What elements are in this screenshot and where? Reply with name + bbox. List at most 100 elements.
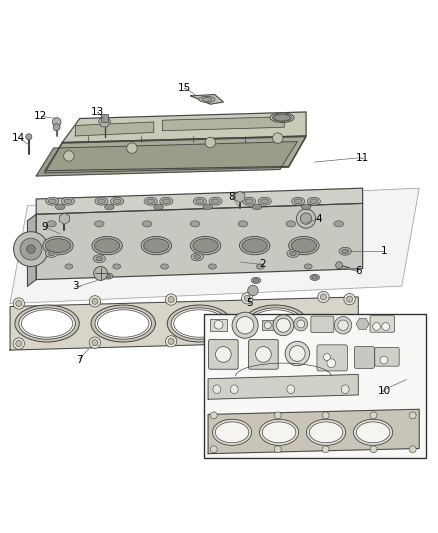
Circle shape [285, 341, 310, 366]
Bar [101, 114, 108, 122]
Ellipse shape [144, 197, 157, 205]
Circle shape [16, 301, 22, 306]
Ellipse shape [113, 264, 120, 269]
Polygon shape [36, 188, 363, 214]
Circle shape [242, 334, 253, 345]
Circle shape [276, 318, 290, 332]
Ellipse shape [98, 310, 149, 337]
FancyBboxPatch shape [354, 346, 374, 368]
Polygon shape [208, 375, 358, 399]
Ellipse shape [61, 197, 74, 205]
Ellipse shape [64, 199, 72, 204]
FancyBboxPatch shape [311, 316, 334, 333]
Ellipse shape [252, 204, 261, 209]
Circle shape [52, 118, 61, 126]
Ellipse shape [198, 96, 215, 102]
Text: 9: 9 [42, 222, 48, 232]
Ellipse shape [191, 253, 203, 261]
Ellipse shape [105, 204, 114, 209]
Polygon shape [75, 122, 154, 136]
Circle shape [214, 320, 223, 329]
Circle shape [409, 412, 416, 419]
Circle shape [248, 285, 258, 296]
Circle shape [297, 209, 316, 228]
Ellipse shape [247, 308, 304, 339]
Circle shape [210, 446, 217, 453]
Ellipse shape [46, 197, 59, 205]
Circle shape [346, 296, 353, 302]
Ellipse shape [215, 422, 249, 443]
Ellipse shape [202, 98, 212, 101]
Ellipse shape [144, 239, 169, 253]
Ellipse shape [212, 199, 219, 204]
Circle shape [321, 294, 326, 300]
Circle shape [343, 327, 348, 333]
Ellipse shape [238, 221, 248, 227]
Ellipse shape [15, 305, 79, 342]
Circle shape [92, 298, 98, 304]
Polygon shape [162, 117, 284, 131]
Ellipse shape [242, 239, 267, 253]
Circle shape [264, 322, 271, 329]
Circle shape [274, 412, 281, 419]
Ellipse shape [95, 308, 152, 339]
Ellipse shape [95, 197, 108, 205]
Circle shape [340, 325, 350, 335]
Ellipse shape [193, 239, 218, 253]
Ellipse shape [208, 264, 216, 269]
Circle shape [244, 295, 251, 301]
Ellipse shape [339, 247, 351, 255]
Circle shape [13, 338, 25, 349]
Ellipse shape [312, 276, 318, 279]
Circle shape [300, 213, 312, 224]
Ellipse shape [287, 385, 295, 393]
Text: 6: 6 [355, 266, 362, 276]
Ellipse shape [353, 419, 392, 446]
Ellipse shape [262, 422, 296, 443]
Text: 15: 15 [177, 83, 191, 93]
Circle shape [272, 133, 283, 143]
Circle shape [92, 340, 98, 346]
FancyBboxPatch shape [208, 340, 238, 369]
Ellipse shape [212, 419, 252, 446]
Text: 4: 4 [316, 214, 322, 224]
Circle shape [290, 346, 305, 361]
Ellipse shape [272, 114, 292, 122]
Text: 13: 13 [91, 107, 104, 117]
Ellipse shape [142, 221, 152, 227]
Circle shape [255, 346, 271, 362]
Circle shape [318, 333, 329, 344]
Ellipse shape [92, 237, 122, 255]
Text: 12: 12 [34, 111, 47, 122]
Ellipse shape [213, 385, 221, 393]
Bar [204, 314, 426, 458]
Ellipse shape [55, 204, 65, 209]
Polygon shape [191, 94, 223, 104]
Ellipse shape [244, 305, 308, 342]
Circle shape [205, 137, 215, 148]
FancyBboxPatch shape [317, 345, 347, 371]
Polygon shape [45, 137, 306, 173]
Circle shape [409, 446, 416, 453]
Ellipse shape [103, 273, 113, 279]
Ellipse shape [46, 249, 57, 257]
Ellipse shape [240, 237, 270, 255]
Ellipse shape [245, 199, 253, 204]
Circle shape [321, 335, 326, 341]
FancyBboxPatch shape [375, 348, 399, 366]
Ellipse shape [93, 255, 106, 263]
Polygon shape [45, 136, 306, 171]
Text: 1: 1 [381, 246, 388, 256]
Circle shape [323, 353, 330, 360]
Circle shape [89, 337, 101, 349]
Circle shape [324, 316, 340, 332]
Ellipse shape [43, 237, 73, 255]
Ellipse shape [95, 239, 120, 253]
Ellipse shape [258, 197, 271, 205]
Ellipse shape [48, 251, 55, 256]
Ellipse shape [250, 310, 301, 337]
Circle shape [336, 262, 343, 269]
Ellipse shape [310, 274, 320, 280]
Circle shape [94, 266, 108, 280]
Circle shape [27, 245, 35, 254]
